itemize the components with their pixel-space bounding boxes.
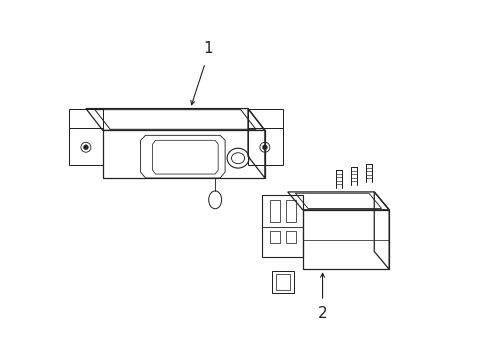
Ellipse shape: [83, 145, 88, 150]
Ellipse shape: [262, 145, 267, 150]
Text: 2: 2: [317, 306, 326, 321]
Text: 1: 1: [203, 41, 213, 55]
